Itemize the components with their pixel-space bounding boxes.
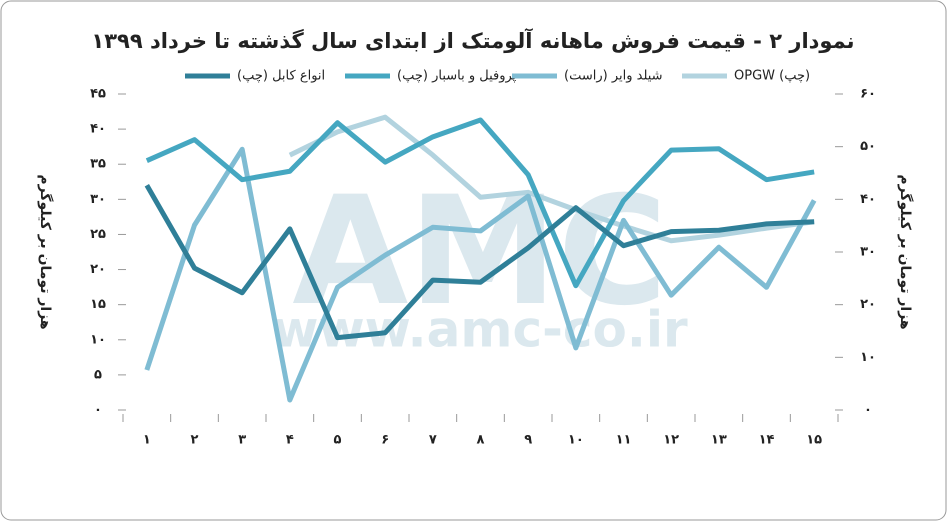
x-tick-label: ۸ (477, 433, 485, 448)
legend-label: پروفیل و باسبار (چپ) (397, 69, 517, 84)
y2-tick-label: ۶۰ (860, 87, 876, 102)
x-tick-label: ۱۲ (663, 433, 679, 448)
x-tick-label: ۳ (238, 433, 246, 448)
y2-tick-label: ۲۰ (860, 297, 876, 312)
y2-axis-title: هزار تومان بر کیلوگرم (897, 174, 914, 329)
y-tick-label: ۳۵ (90, 157, 106, 172)
y2-tick-label: ۰ (864, 403, 872, 418)
y2-tick-label: ۱۰ (860, 350, 876, 365)
x-tick-label: ۱۳ (711, 433, 727, 448)
y-tick-label: ۲۵ (90, 227, 106, 242)
x-tick-label: ۱۱ (616, 433, 632, 448)
y-tick-label: ۵ (94, 367, 102, 382)
y2-tick-label: ۴۰ (860, 192, 876, 207)
y-tick-label: ۴۵ (90, 87, 106, 102)
watermark: www.amc-co.ir (272, 301, 688, 359)
y-tick-label: ۰ (94, 403, 102, 418)
chart-title: نمودار ۲ - قیمت فروش ماهانه آلومتک از اب… (91, 28, 854, 53)
series-line (145, 117, 815, 289)
x-tick-label: ۱ (143, 433, 151, 448)
x-tick-label: ۹ (524, 433, 532, 448)
series-line (144, 146, 817, 403)
legend-label: OPGW (چپ) (734, 69, 810, 84)
series-line (144, 184, 815, 341)
y-tick-label: ۴۰ (90, 122, 106, 137)
x-tick-label: ۱۵ (806, 433, 822, 448)
y-tick-label: ۱۵ (90, 297, 106, 312)
x-tick-label: ۱۴ (759, 433, 775, 448)
y2-tick-label: ۳۰ (860, 245, 876, 260)
series-line (288, 114, 815, 244)
x-tick-label: ۲ (191, 433, 199, 448)
legend-label: انواع کابل (چپ) (237, 69, 325, 84)
x-tick-label: ۱۰ (568, 433, 584, 448)
legend-label: شیلد وایر (راست) (564, 69, 663, 84)
x-tick-label: ۶ (381, 433, 389, 448)
y2-tick-label: ۵۰ (860, 139, 876, 154)
y-tick-label: ۲۰ (90, 262, 106, 277)
x-tick-label: ۷ (429, 433, 437, 448)
y-tick-label: ۳۰ (90, 192, 106, 207)
x-tick-label: ۵ (334, 433, 342, 448)
y-tick-label: ۱۰ (90, 332, 106, 347)
x-tick-label: ۴ (286, 433, 294, 448)
y-axis-title: هزار تومان بر کیلوگرم (37, 174, 54, 329)
